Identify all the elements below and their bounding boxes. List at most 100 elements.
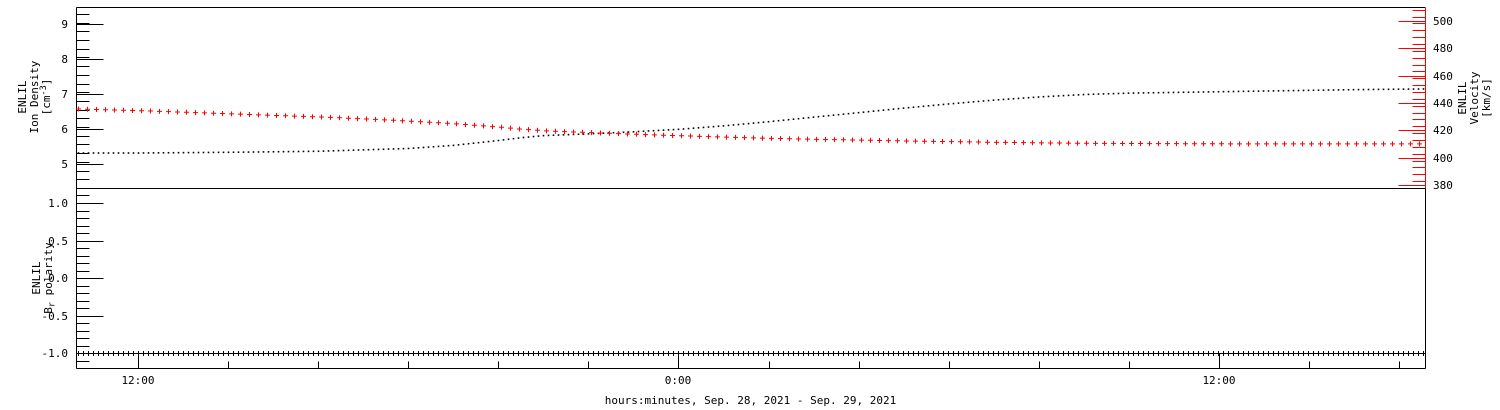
ion-density-marker [1217,90,1220,93]
b-polarity-marker [1191,351,1196,356]
ion-density-marker [212,151,215,154]
b-polarity-marker [161,351,166,356]
velocity-marker [229,111,234,117]
ion-density-marker [1277,90,1280,92]
velocity-marker [994,139,999,145]
b-polarity-marker [591,351,596,356]
b-polarity-marker [1396,351,1401,356]
b-polarity-marker [1121,351,1126,356]
b-polarity-marker [781,351,786,356]
velocity-marker [301,113,306,119]
b-polarity-marker [1001,351,1006,356]
ion-density-marker [252,151,255,153]
ion-density-marker [667,129,670,131]
b-polarity-marker [121,351,126,356]
b-polarity-marker [716,351,721,356]
ion-density-marker [612,131,615,134]
b-polarity-marker [231,351,236,356]
velocity-marker [391,117,396,123]
ion-density-marker [1012,97,1015,100]
b-polarity-marker [1401,351,1406,356]
b-polarity-marker [916,351,921,356]
b-polarity-marker [1041,351,1046,356]
ion-density-marker [337,149,340,152]
b-polarity-marker [311,351,316,356]
velocity-marker [265,112,270,118]
ion-density-marker [1122,92,1125,95]
y-tick-label: 400 [1433,152,1453,165]
ion-density-marker [752,122,755,124]
b-polarity-marker [1126,351,1131,356]
b-polarity-marker [886,351,891,356]
ion-density-marker [687,127,690,130]
ion-density-marker [897,107,900,110]
ion-density-marker [972,101,975,103]
ion-density-marker [622,131,625,134]
ion-density-marker [912,106,915,109]
ion-density-marker [627,131,630,133]
ion-density-marker [1412,88,1415,90]
ion-density-marker [742,123,745,125]
b-polarity-marker [171,351,176,356]
ion-density-marker [792,118,795,121]
ion-density-marker [542,134,545,137]
b-polarity-marker [741,351,746,356]
ion-density-marker [192,151,195,154]
velocity-marker [1309,141,1314,147]
ion-density-marker [1302,89,1305,92]
ion-density-marker [1332,89,1335,91]
velocity-marker [724,134,729,140]
ion-density-marker [812,116,815,118]
velocity-marker [661,132,666,138]
b-polarity-marker [1321,351,1326,356]
ion-density-marker [132,152,135,154]
ion-density-marker [922,105,925,108]
ion-density-marker [242,151,245,153]
b-polarity-marker [666,351,671,356]
b-polarity-marker [211,351,216,356]
ion-density-marker [867,110,870,113]
b-polarity-marker [1351,351,1356,356]
ion-density-marker [1337,89,1340,91]
velocity-marker [1075,140,1080,146]
velocity-marker [1156,141,1161,147]
ion-density-marker [232,151,235,154]
velocity-marker [1030,140,1035,146]
ion-density-marker [272,150,275,153]
ion-density-marker [227,151,230,154]
ion-density-marker [967,101,970,104]
b-polarity-marker [581,351,586,356]
velocity-marker [850,137,855,143]
velocity-marker [526,127,531,133]
ion-density-marker [127,152,130,154]
ion-density-marker [292,150,295,153]
ion-density-marker [747,122,750,125]
b-polarity-marker [861,351,866,356]
ion-density-marker [652,129,655,132]
ion-density-marker [717,125,720,128]
ion-density-marker [1367,88,1370,91]
ion-density-marker [877,109,880,112]
ion-density-marker [952,102,955,105]
b-polarity-marker [531,351,536,356]
b-polarity-marker [326,351,331,356]
b-polarity-marker [746,351,751,356]
velocity-marker [310,114,315,120]
b-polarity-marker [1146,351,1151,356]
ion-density-marker [172,151,175,154]
velocity-marker [409,118,414,124]
velocity-marker [247,111,252,117]
b-polarity-marker [1246,351,1251,356]
b-polarity-marker [386,351,391,356]
b-polarity-marker [456,351,461,356]
b-polarity-marker [271,351,276,356]
b-polarity-marker [836,351,841,356]
velocity-marker [733,134,738,140]
velocity-marker [1048,140,1053,146]
b-polarity-marker [126,351,131,356]
ion-density-marker [407,147,410,150]
ion-density-marker [377,148,380,151]
velocity-marker [1327,141,1332,147]
b-polarity-marker [536,351,541,356]
